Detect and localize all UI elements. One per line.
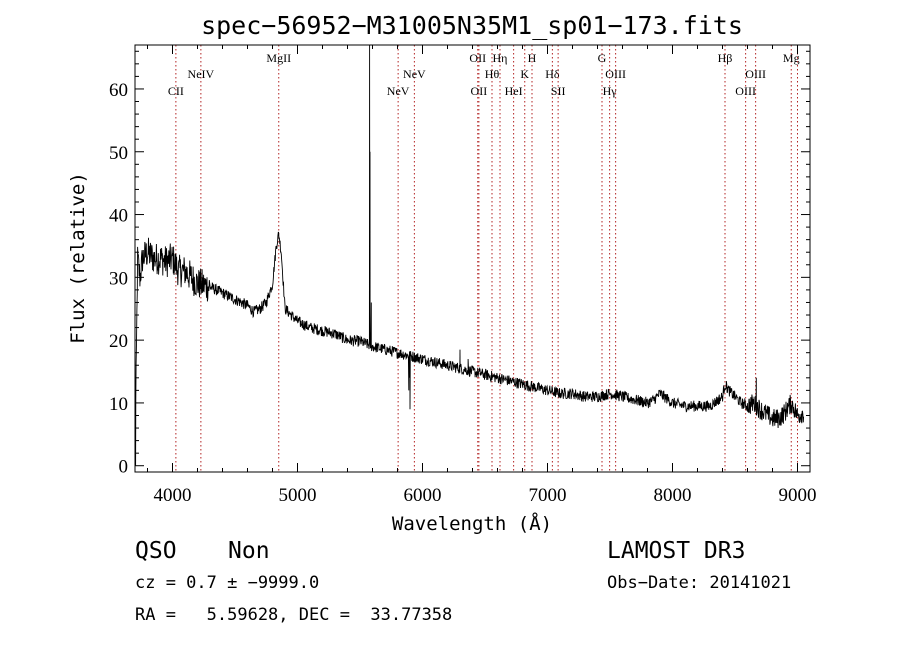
spectrum-line [134, 44, 805, 466]
x-tick-label: 6000 [404, 485, 442, 506]
x-tick-label: 9000 [779, 485, 817, 506]
y-tick-label: 50 [109, 143, 128, 164]
y-axis-ticks: 0 10 20 30 40 50 60 [109, 50, 810, 478]
line-marker-label: OII [469, 51, 486, 65]
emission-line-markers: CII NeIV MgII NeV NeV OII OII Hθ Hη HeI KH Hδ SII G Hγ… [168, 45, 800, 472]
ra-dec: RA = 5.59628, DEC = 33.77358 [135, 605, 452, 625]
line-marker-label: NeV [387, 84, 410, 98]
line-marker-label: SII [551, 84, 566, 98]
line-marker-label: Mg [783, 51, 800, 65]
survey-release: LAMOST DR3 [607, 538, 745, 564]
line-marker-label: OIII [735, 84, 756, 98]
y-tick-label: 20 [109, 331, 128, 352]
line-marker-label: Hη [493, 51, 508, 65]
line-marker-label: G [598, 51, 607, 65]
line-marker-label: CII [168, 84, 184, 98]
line-marker-label: NeIV [188, 67, 215, 81]
chart-title: spec−56952−M31005N35M1_sp01−173.fits [201, 11, 743, 40]
line-marker-label: Hβ [718, 51, 733, 65]
y-tick-label: 0 [119, 457, 129, 478]
line-marker-label: NeV [403, 67, 426, 81]
y-tick-label: 30 [109, 268, 128, 289]
line-marker-label: OIII [745, 67, 766, 81]
x-tick-label: 4000 [154, 485, 192, 506]
spectrum-series [134, 44, 805, 466]
y-axis-label: Flux (relative) [67, 172, 89, 344]
observation-date: Obs−Date: 20141021 [607, 573, 791, 593]
line-marker-label: MgII [266, 51, 291, 65]
redshift-cz: cz = 0.7 ± −9999.0 [135, 573, 319, 593]
x-tick-label: 8000 [654, 485, 692, 506]
x-axis-ticks: 4000 5000 6000 7000 8000 9000 [147, 45, 817, 506]
line-marker-label: H [528, 51, 537, 65]
object-class: QSO [135, 538, 177, 564]
y-tick-label: 60 [109, 80, 128, 101]
line-marker-label: OIII [605, 67, 626, 81]
x-tick-label: 5000 [279, 485, 317, 506]
line-marker-label: OII [471, 84, 488, 98]
line-marker-label: Hδ [545, 67, 560, 81]
line-marker-label: Hγ [603, 84, 618, 98]
line-marker-label: K [520, 67, 529, 81]
object-subclass: Non [228, 538, 270, 564]
y-tick-label: 10 [109, 394, 128, 415]
line-marker-label: Hθ [485, 67, 500, 81]
x-tick-label: 7000 [529, 485, 567, 506]
line-marker-label: HeI [505, 84, 523, 98]
y-tick-label: 40 [109, 206, 128, 227]
x-axis-label: Wavelength (Å) [392, 512, 552, 535]
